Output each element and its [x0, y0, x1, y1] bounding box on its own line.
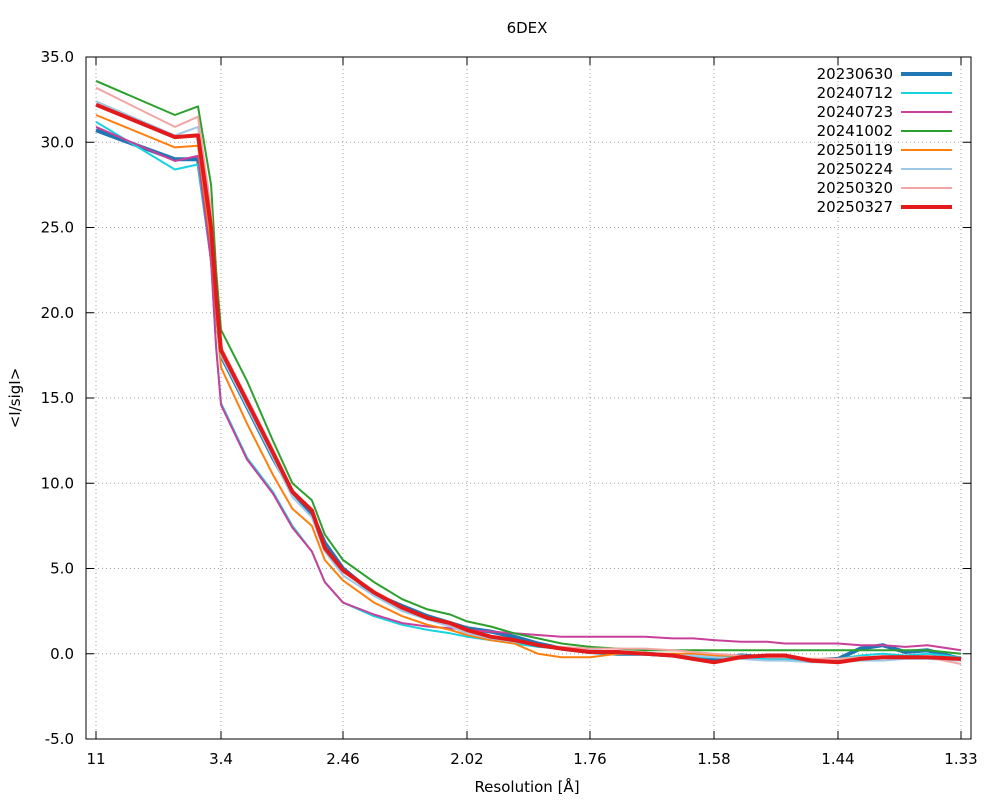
y-tick-label: 10.0: [41, 474, 74, 492]
y-tick-label: 30.0: [41, 133, 74, 151]
legend-label: 20250119: [817, 141, 893, 159]
y-tick-label: 5.0: [50, 560, 74, 578]
legend: 2023063020240712202407232024100220250119…: [817, 65, 952, 216]
legend-label: 20250320: [817, 179, 893, 197]
y-tick-label: 15.0: [41, 389, 74, 407]
series-line-20250327: [95, 102, 962, 665]
legend-label: 20241002: [817, 122, 893, 140]
x-tick-label: 1.58: [697, 750, 730, 768]
x-tick-label: 2.02: [450, 750, 483, 768]
chart-title: 6DEX: [507, 19, 548, 37]
legend-label: 20240712: [817, 84, 893, 102]
legend-label: 20250327: [817, 198, 893, 216]
y-tick-label: 0.0: [50, 645, 74, 663]
y-tick-label: 35.0: [41, 48, 74, 66]
series-layer: [95, 79, 962, 665]
y-tick-label: 20.0: [41, 304, 74, 322]
x-tick-label: 11: [86, 750, 105, 768]
y-tick-label: 25.0: [41, 219, 74, 237]
x-tick-label: 1.33: [944, 750, 977, 768]
x-tick-label: 1.76: [573, 750, 606, 768]
series-line-20241002: [95, 79, 962, 655]
ticks-layer: -5.0 0.0 5.0 10.0 15.0 20.0 25.0 30.0 35.0 11 3.4 2…: [41, 48, 978, 768]
legend-label: 20230630: [817, 65, 893, 83]
x-tick-label: 3.4: [209, 750, 233, 768]
x-axis-title: Resolution [Å]: [474, 777, 579, 796]
legend-label: 20240723: [817, 103, 893, 121]
x-tick-label: 2.46: [326, 750, 359, 768]
y-axis-title: <I/sigI>: [6, 368, 24, 429]
x-tick-label: 1.44: [821, 750, 854, 768]
legend-label: 20250224: [817, 160, 893, 178]
y-tick-label: -5.0: [45, 730, 74, 748]
